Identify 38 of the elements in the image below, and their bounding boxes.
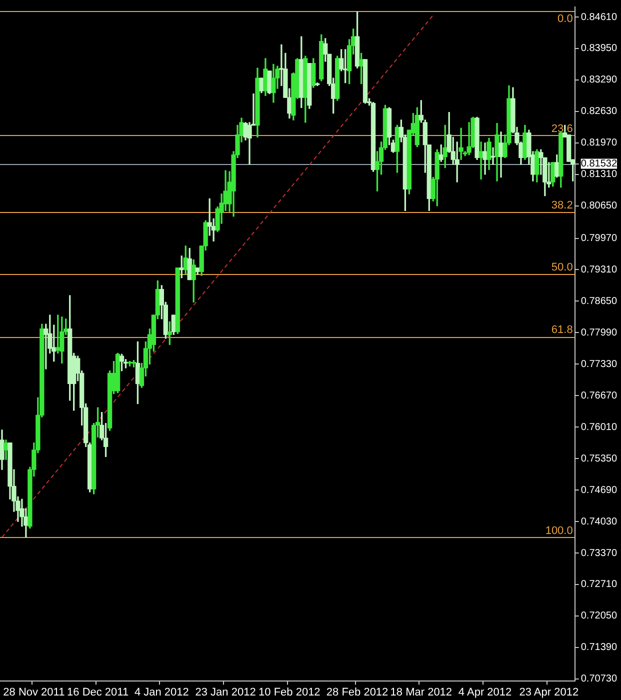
y-tick-label: 0.75350 <box>580 453 618 464</box>
y-tick-label: 0.70730 <box>580 674 618 685</box>
y-tick-label: 0.83290 <box>580 74 618 86</box>
y-tick-label: 0.71390 <box>580 642 618 654</box>
y-tick-label: 0.72050 <box>580 610 618 622</box>
x-tick-label: 4 Apr 2012 <box>458 686 512 698</box>
x-tick-label: 28 Nov 2011 <box>3 686 65 698</box>
y-tick-label: 0.77330 <box>580 358 618 370</box>
annotation: 100.0 <box>545 524 573 537</box>
y-tick-label: 0.77990 <box>580 327 618 338</box>
x-tick-label: 23 Apr 2012 <box>519 686 579 698</box>
annotation: 50.0 <box>551 262 573 274</box>
y-tick-label: 0.81532 <box>580 158 618 170</box>
x-tick-label: 4 Jan 2012 <box>134 686 189 698</box>
y-tick-label: 0.74690 <box>580 484 618 496</box>
candlestick <box>458 128 464 160</box>
x-tick-label: 28 Feb 2012 <box>326 686 388 698</box>
x-tick-label: 10 Feb 2012 <box>258 686 320 698</box>
y-tick-label: 0.74030 <box>580 516 618 528</box>
y-tick-label: 0.81310 <box>580 169 618 180</box>
y-tick-label: 0.81970 <box>580 138 618 149</box>
y-tick-label: 0.78650 <box>580 296 618 307</box>
y-tick-label: 0.73370 <box>580 548 618 559</box>
annotation: 38.2 <box>551 200 573 212</box>
y-tick-label: 0.80650 <box>580 200 618 212</box>
annotation: 61.8 <box>551 324 573 336</box>
x-tick-label: 23 Jan 2012 <box>195 686 256 698</box>
y-tick-label: 0.76670 <box>580 390 618 402</box>
y-tick-label: 0.83950 <box>580 43 618 54</box>
x-tick-label: 16 Dec 2011 <box>67 686 129 698</box>
annotation: 0.0 <box>558 12 573 25</box>
y-tick-label: 0.76010 <box>580 422 618 433</box>
y-tick-label: 0.72710 <box>580 579 618 590</box>
y-tick-label: 0.79310 <box>580 264 618 276</box>
y-tick-label: 0.84610 <box>580 12 618 23</box>
y-tick-label: 0.79970 <box>580 233 618 244</box>
x-tick-label: 18 Mar 2012 <box>390 686 452 698</box>
y-tick-label: 0.82630 <box>580 106 618 118</box>
